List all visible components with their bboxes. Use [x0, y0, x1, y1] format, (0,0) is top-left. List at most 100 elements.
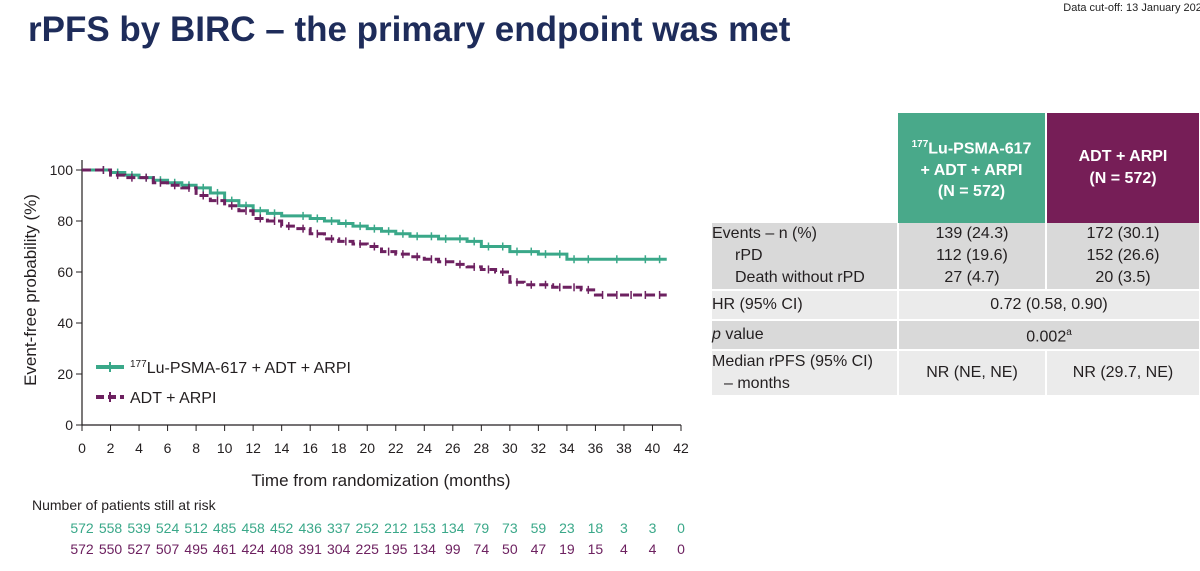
- risk-value-adt: 47: [530, 541, 547, 557]
- risk-value-lu: 153: [412, 520, 436, 536]
- series-line-lu: [82, 168, 667, 261]
- series-line-adt: [82, 168, 667, 297]
- x-tick-label: 14: [274, 440, 290, 456]
- risk-value-adt: 4: [648, 541, 657, 557]
- x-tick-label: 20: [359, 440, 375, 456]
- column-header-lu-sup: 177: [911, 139, 929, 151]
- y-tick-label: 100: [50, 162, 74, 178]
- x-tick-label: 0: [78, 440, 86, 456]
- risk-value-lu: 252: [355, 520, 379, 536]
- column-header-lu-line3: (N = 572): [937, 182, 1006, 200]
- column-header-adt-line2: (N = 572): [1089, 170, 1157, 187]
- p-value-row: p value 0.002a: [712, 319, 1199, 350]
- hr-label: HR (95% CI): [712, 289, 898, 320]
- legend-label-lu-main: Lu-PSMA-617 + ADT + ARPI: [147, 360, 351, 377]
- hr-value: 0.72 (0.58, 0.90): [897, 289, 1199, 320]
- risk-value-adt: 225: [355, 541, 379, 557]
- risk-value-adt: 99: [445, 541, 461, 557]
- km-chart: 0 2 4 6 8 10 12 14 16 18 20 22 24 26 28 30 32 34 36 38 40 420…: [21, 160, 689, 490]
- y-tick-label: 60: [57, 264, 73, 280]
- p-value: 0.002: [1026, 328, 1067, 346]
- median-label-line2: – months: [724, 375, 790, 392]
- page-title: rPFS by BIRC – the primary endpoint was …: [28, 10, 791, 49]
- risk-row-adt: 572 550 527 507 495 461 424 408 391 304 225 195 134 9…: [0, 541, 720, 559]
- chart-legend: 177Lu-PSMA-617 + ADT + ARPI ADT + ARPI: [96, 359, 351, 407]
- risk-value-lu: 572: [70, 520, 94, 536]
- median-label-line1: Median rPFS (95% CI): [712, 353, 873, 370]
- column-header-lu-line2: + ADT + ARPI: [920, 161, 1023, 179]
- risk-value-lu: 558: [98, 520, 123, 536]
- median-label-cell: Median rPFS (95% CI) – months: [712, 349, 898, 395]
- p-value-label: p value: [712, 319, 898, 350]
- risk-value-lu: 59: [530, 520, 547, 536]
- column-header-lu-line1: Lu-PSMA-617: [928, 140, 1032, 158]
- x-tick-label: 40: [645, 440, 661, 456]
- risk-row-lu: 572 558 539 524 512 485 458 452 436 337 252 212 153 1…: [0, 520, 720, 538]
- x-axis-label: Time from randomization (months): [251, 471, 510, 490]
- chart-axes: [81, 160, 681, 426]
- risk-value-lu: 212: [384, 520, 408, 536]
- x-tick-label: 4: [135, 440, 143, 456]
- risk-value-adt: 134: [412, 541, 436, 557]
- x-tick-label: 26: [445, 440, 461, 456]
- risk-value-adt: 461: [212, 541, 237, 557]
- risk-value-lu: 79: [473, 520, 490, 536]
- risk-value-lu: 23: [559, 520, 575, 536]
- x-tick-label: 38: [616, 440, 632, 456]
- legend-label-adt: ADT + ARPI: [130, 390, 216, 407]
- x-tick-label: 28: [474, 440, 490, 456]
- risk-value-adt: 304: [327, 541, 351, 557]
- y-tick-label: 80: [57, 213, 73, 229]
- y-tick-label: 40: [57, 315, 73, 331]
- x-tick-label: 22: [388, 440, 404, 456]
- x-tick-label: 34: [559, 440, 575, 456]
- risk-value-lu: 524: [155, 520, 180, 536]
- y-tick-label: 20: [57, 366, 73, 382]
- risk-value-lu: 436: [298, 520, 322, 536]
- x-tick-label: 8: [192, 440, 200, 456]
- median-row: Median rPFS (95% CI) – months NR (NE, NE…: [712, 349, 1199, 395]
- risk-value-adt: 19: [559, 541, 575, 557]
- x-tick-label: 30: [502, 440, 518, 456]
- x-tick-label: 42: [673, 440, 689, 456]
- x-tick-label: 6: [164, 440, 172, 456]
- x-tick-label: 18: [331, 440, 347, 456]
- events-label: Events – n (%): [712, 225, 817, 242]
- risk-value-lu: 18: [587, 520, 604, 536]
- summary-header-row: 177Lu-PSMA-617 + ADT + ARPI (N = 572) AD…: [712, 113, 1199, 223]
- x-tick-label: 2: [107, 440, 115, 456]
- risk-value-adt: 424: [241, 541, 265, 557]
- summary-table: 177Lu-PSMA-617 + ADT + ARPI (N = 572) AD…: [712, 113, 1199, 395]
- rpd-adt: 152 (26.6): [1086, 247, 1160, 264]
- events-adt-cell: 172 (30.1) 152 (26.6) 20 (3.5): [1045, 223, 1199, 290]
- risk-value-lu: 73: [502, 520, 518, 536]
- risk-value-adt: 4: [620, 541, 628, 557]
- risk-value-lu: 0: [677, 520, 685, 536]
- risk-table-title: Number of patients still at risk: [32, 497, 216, 513]
- risk-value-adt: 195: [384, 541, 408, 557]
- risk-value-adt: 15: [587, 541, 604, 557]
- risk-value-lu: 458: [241, 520, 265, 536]
- summary-header-blank: [712, 113, 898, 223]
- chart-ticks: 0 2 4 6 8 10 12 14 16 18 20 22 24 26 28 30 32 34 36 38 40 420…: [50, 162, 689, 456]
- events-lu-cell: 139 (24.3) 112 (19.6) 27 (4.7): [897, 223, 1046, 290]
- risk-value-adt: 0: [677, 541, 685, 557]
- x-tick-label: 16: [302, 440, 318, 456]
- risk-value-lu: 134: [441, 520, 465, 536]
- x-tick-label: 32: [531, 440, 547, 456]
- risk-value-lu: 512: [184, 520, 208, 536]
- risk-value-lu: 539: [127, 520, 151, 536]
- risk-value-lu: 452: [269, 520, 294, 536]
- risk-value-adt: 507: [155, 541, 180, 557]
- x-tick-label: 12: [245, 440, 261, 456]
- risk-value-lu: 3: [620, 520, 628, 536]
- hr-row: HR (95% CI) 0.72 (0.58, 0.90): [712, 289, 1199, 320]
- death-adt: 20 (3.5): [1095, 269, 1151, 286]
- risk-value-adt: 391: [298, 541, 322, 557]
- column-header-adt-line1: ADT + ARPI: [1078, 148, 1168, 165]
- death-label: Death without rPD: [735, 269, 865, 286]
- column-header-lu: 177Lu-PSMA-617 + ADT + ARPI (N = 572): [898, 113, 1047, 223]
- median-lu: NR (NE, NE): [897, 349, 1046, 395]
- risk-value-adt: 50: [502, 541, 518, 557]
- death-lu: 27 (4.7): [944, 269, 1000, 286]
